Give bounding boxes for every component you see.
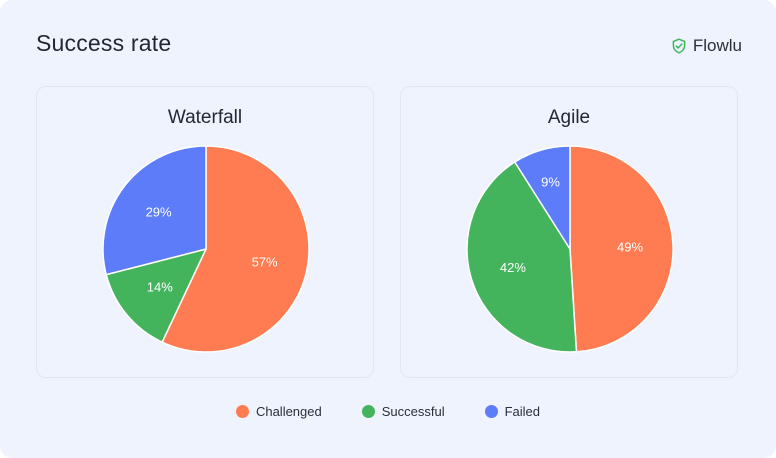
agile-chart-card: Agile 49% 42% 9% — [400, 86, 738, 378]
waterfall-label-failed: 29% — [146, 205, 172, 220]
legend-swatch-successful — [361, 405, 375, 418]
legend-item-failed: Failed — [484, 404, 541, 419]
legend-label-failed: Failed — [504, 404, 541, 419]
waterfall-slice-challenged — [161, 145, 310, 353]
agile-chart-title: Agile — [547, 107, 591, 128]
waterfall-pie-chart: 57% 14% 29% — [102, 145, 310, 353]
agile-pie-chart: 49% 42% 9% — [466, 145, 674, 353]
waterfall-chart-title: Waterfall — [167, 107, 243, 128]
legend-swatch-failed — [484, 405, 498, 418]
shield-check-icon — [672, 38, 686, 54]
waterfall-chart-card: Waterfall 57% 14% 29% — [36, 86, 374, 378]
agile-slice-successful — [466, 161, 578, 353]
legend-label-successful: Successful — [381, 404, 445, 419]
brand-logo: Flowlu — [671, 36, 742, 56]
agile-label-challenged: 49% — [617, 240, 643, 255]
legend-item-challenged: Challenged — [235, 404, 322, 419]
agile-slice-failed — [514, 145, 571, 250]
waterfall-label-successful: 14% — [147, 280, 173, 295]
brand-name: Flowlu — [692, 36, 742, 55]
agile-slice-challenged — [569, 145, 674, 353]
chart-legend: Challenged Successful Failed — [0, 404, 776, 419]
waterfall-slice-failed — [102, 145, 207, 276]
legend-swatch-challenged — [235, 405, 249, 418]
page-title: Success rate — [36, 30, 172, 56]
waterfall-label-challenged: 57% — [252, 255, 278, 270]
waterfall-slice-successful — [105, 248, 207, 343]
legend-label-challenged: Challenged — [255, 404, 322, 419]
legend-item-successful: Successful — [361, 404, 445, 419]
agile-label-successful: 42% — [500, 260, 526, 275]
agile-label-failed: 9% — [541, 174, 560, 189]
